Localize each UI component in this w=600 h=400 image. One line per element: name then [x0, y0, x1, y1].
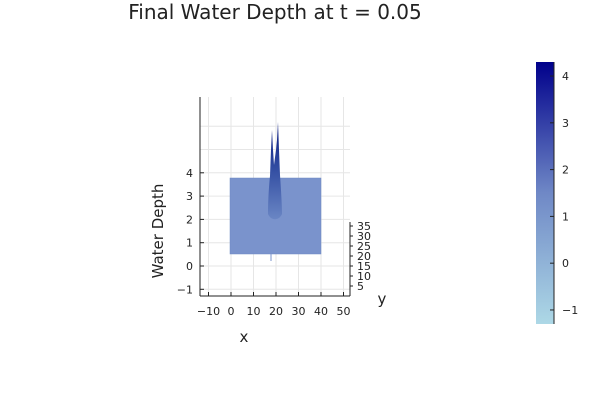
x-tick-label: 0 — [228, 305, 235, 318]
x-tick-label: 30 — [292, 305, 306, 318]
y-tick-label: 20 — [357, 250, 371, 263]
x-axis-label: x — [240, 328, 249, 346]
colorbar-tick-label: 2 — [562, 164, 569, 177]
colorbar-tick-label: 3 — [562, 117, 569, 130]
colorbar-tick-label: −1 — [562, 304, 578, 317]
x-tick-label: 40 — [314, 305, 328, 318]
x-tick-label: −10 — [197, 305, 220, 318]
colorbar-tick-label: 0 — [562, 257, 569, 270]
z-tick-label: 0 — [186, 260, 193, 273]
colorbar-ticks: −1 0 1 2 3 4 — [550, 62, 578, 324]
y-tick-label: 30 — [357, 230, 371, 243]
chart-title: Final Water Depth at t = 0.05 — [128, 0, 422, 24]
colorbar-tick-label: 1 — [562, 210, 569, 223]
y-tick-label: 25 — [357, 240, 371, 253]
surface-peak — [268, 122, 282, 261]
x-tick-label: 50 — [337, 305, 351, 318]
colorbar — [536, 62, 554, 324]
y-tick-label: 15 — [357, 260, 371, 273]
colorbar-tick-label: 4 — [562, 70, 569, 83]
y-tick-label: 5 — [357, 280, 364, 293]
z-tick-label: 4 — [186, 167, 193, 180]
x-tick-label: 10 — [247, 305, 261, 318]
y-tick-label: 35 — [357, 220, 371, 233]
z-tick-label: 2 — [186, 213, 193, 226]
z-tick-label: 3 — [186, 190, 193, 203]
z-tick-label: 1 — [186, 237, 193, 250]
y-axis-label: y — [378, 290, 387, 308]
z-tick-label: −1 — [177, 283, 193, 296]
y-tick-label: 10 — [357, 270, 371, 283]
x-tick-label: 20 — [269, 305, 283, 318]
z-axis-label: Water Depth — [149, 184, 167, 279]
